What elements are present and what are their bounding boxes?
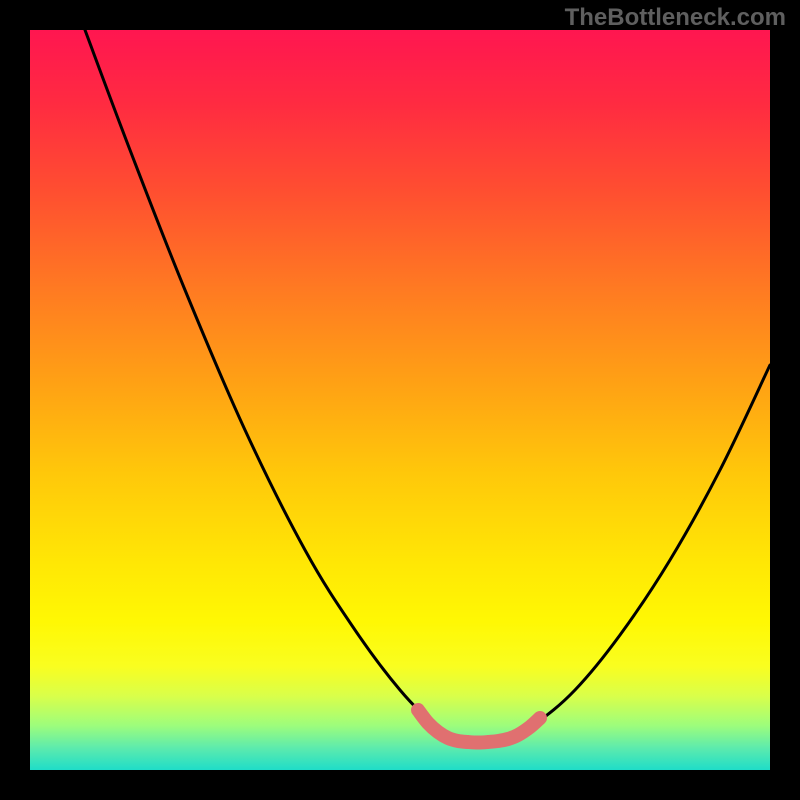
chart-plot-svg [30, 30, 770, 770]
watermark-label: TheBottleneck.com [565, 4, 786, 32]
chart-background-gradient [30, 30, 770, 770]
bottleneck-chart-figure: TheBottleneck.com [0, 0, 800, 800]
